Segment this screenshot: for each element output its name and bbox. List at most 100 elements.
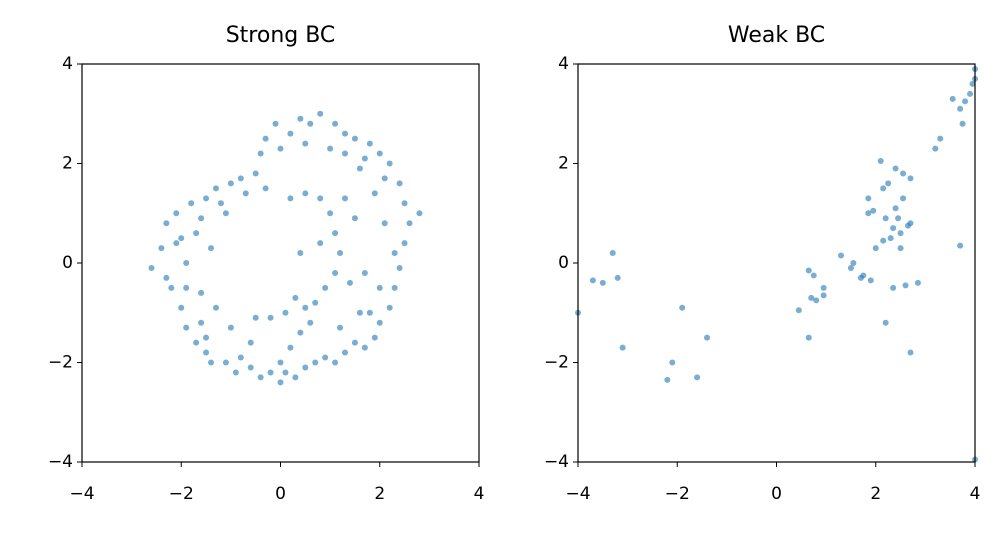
point (287, 344, 294, 351)
point (322, 354, 329, 361)
point (351, 339, 358, 346)
point (957, 105, 964, 112)
axes-frame (577, 63, 976, 463)
point (217, 200, 224, 207)
point (880, 185, 887, 192)
point (203, 195, 210, 202)
point (609, 250, 616, 257)
point (292, 374, 299, 381)
x-tick-label: −2 (169, 484, 194, 504)
point (900, 170, 907, 177)
point (178, 304, 185, 311)
point (312, 299, 319, 306)
point (292, 294, 299, 301)
point (158, 245, 165, 252)
point (406, 220, 413, 227)
point (317, 195, 324, 202)
point (890, 284, 897, 291)
point (342, 195, 349, 202)
point (198, 289, 205, 296)
point (257, 150, 264, 157)
point (890, 225, 897, 232)
point (416, 210, 423, 217)
point (599, 279, 606, 286)
point (897, 230, 904, 237)
x-tick-label: 2 (870, 484, 881, 504)
y-tick-label: −2 (544, 353, 569, 373)
point (850, 260, 857, 266)
point (376, 284, 383, 291)
point (327, 145, 334, 152)
point (820, 292, 827, 299)
point (242, 190, 249, 197)
point (867, 277, 874, 284)
point (877, 158, 884, 165)
point (237, 354, 244, 361)
point (805, 334, 812, 341)
point (282, 369, 289, 376)
point (302, 304, 309, 311)
point (178, 235, 185, 242)
x-tick-label: 2 (374, 484, 385, 504)
x-tick-label: 4 (474, 484, 485, 504)
axes-frame (81, 63, 480, 463)
point (907, 175, 914, 182)
point (173, 210, 180, 217)
point (396, 264, 403, 271)
point (351, 215, 358, 222)
point (342, 130, 349, 137)
point (614, 274, 621, 281)
point (902, 282, 909, 289)
point (704, 334, 711, 341)
point (865, 210, 872, 217)
point (361, 155, 368, 162)
point (808, 294, 815, 301)
point (267, 314, 274, 321)
point (148, 264, 155, 271)
point (203, 334, 210, 341)
point (356, 165, 363, 172)
point (880, 237, 887, 244)
point (895, 215, 902, 222)
point (391, 284, 398, 291)
point (277, 359, 284, 366)
point (302, 364, 309, 371)
point (694, 374, 701, 381)
point (847, 264, 854, 271)
point (346, 279, 353, 286)
point (907, 220, 914, 227)
point (932, 145, 939, 152)
point (317, 110, 324, 117)
y-tick-label: 0 (558, 253, 569, 273)
point (262, 185, 269, 192)
point (272, 120, 279, 127)
point (262, 135, 269, 142)
y-tick-label: 4 (558, 54, 569, 74)
x-tick-label: −4 (69, 484, 94, 504)
point (277, 379, 284, 386)
point (247, 339, 254, 346)
y-tick-label: −4 (544, 452, 569, 472)
point (163, 220, 170, 227)
point (381, 175, 388, 182)
point (267, 369, 274, 376)
y-tick-label: 2 (62, 154, 73, 174)
point (327, 210, 334, 217)
point (361, 344, 368, 351)
point (287, 195, 294, 202)
point (664, 376, 671, 383)
point (247, 364, 254, 371)
point (386, 160, 393, 167)
point (870, 207, 877, 214)
point (805, 267, 812, 274)
point (892, 165, 899, 172)
point (838, 252, 845, 259)
point (198, 319, 205, 326)
x-tick-label: −2 (665, 484, 690, 504)
point (317, 240, 324, 247)
point (302, 190, 309, 197)
x-tick-label: 0 (275, 484, 286, 504)
point (882, 215, 889, 222)
point (366, 140, 373, 147)
